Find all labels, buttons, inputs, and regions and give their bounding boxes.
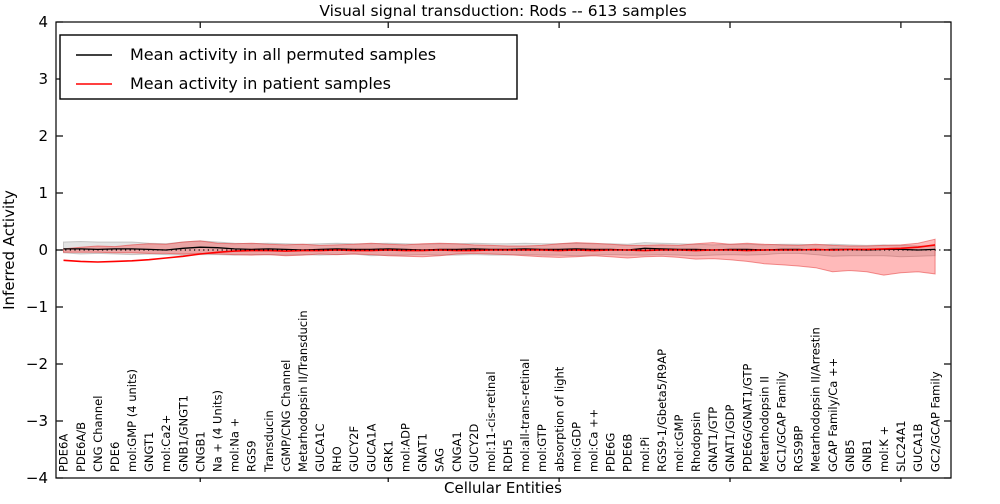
x-axis-label: Cellular Entities <box>444 479 562 497</box>
x-tick-label: PDE6 <box>108 442 122 472</box>
x-tick-label: mol:cGMP <box>672 415 686 472</box>
x-tick-label: Metarhodopsin II/Transducin <box>296 310 310 472</box>
x-tick-label: RHO <box>330 446 344 472</box>
x-tick-label: mol:K + <box>877 426 891 472</box>
x-tick-label: absorption of light <box>552 366 566 472</box>
x-tick-label: GNAT1/GTP <box>706 407 720 472</box>
y-tick-label: −4 <box>26 469 48 487</box>
y-tick-label: −3 <box>26 412 48 430</box>
y-tick-label: −1 <box>26 298 48 316</box>
x-tick-label: RGS9 <box>245 440 259 472</box>
legend-box <box>59 34 518 100</box>
x-tick-label: PDE6B <box>621 434 635 472</box>
x-tick-label: Na + (4 Units) <box>211 390 225 472</box>
x-tick-label: RGS9-1/Gbeta5/R9AP <box>655 349 669 472</box>
x-tick-label: RGS9BP <box>792 426 806 472</box>
x-tick-label: GUCA1C <box>313 423 327 472</box>
x-tick-label: Metarhodopsin II/Arrestin <box>809 327 823 472</box>
y-axis-label: Inferred Activity <box>0 190 18 310</box>
x-tick-label: PDE6G/GNAT1/GTP <box>740 364 754 472</box>
legend-label-patient: Mean activity in patient samples <box>130 74 391 93</box>
x-tick-label: mol:GMP (4 units) <box>125 369 139 472</box>
y-tick-label: 0 <box>38 241 48 259</box>
x-tick-label: GNGT1 <box>142 432 156 472</box>
x-tick-label: GNB1/GNGT1 <box>176 395 190 472</box>
x-tick-label: mol:GTP <box>535 424 549 472</box>
x-tick-label: mol:11-cis-retinal <box>484 371 498 472</box>
x-tick-label: PDE6A <box>57 434 71 472</box>
x-tick-label: mol:GDP <box>569 422 583 472</box>
x-tick-label: Rhodopsin <box>689 412 703 472</box>
x-tick-label: GUCY2F <box>347 426 361 472</box>
x-tick-label: PDE6A/B <box>74 422 88 472</box>
x-tick-label: GNAT1 <box>416 433 430 472</box>
x-tick-label: GC2/GCAP Family <box>928 371 942 472</box>
x-tick-label: CNG Channel <box>91 396 105 472</box>
x-tick-label: GC1/GCAP Family <box>775 371 789 472</box>
x-tick-label: mol:Na + <box>228 418 242 472</box>
series-lines <box>56 244 951 263</box>
confidence-bands <box>63 238 936 276</box>
x-tick-label: mol:Pi <box>638 437 652 472</box>
chart-title: Visual signal transduction: Rods -- 613 … <box>319 2 686 20</box>
y-tick-label: −2 <box>26 355 48 373</box>
x-tick-label: SLC24A1 <box>894 420 908 472</box>
patient-mean-line <box>63 244 936 263</box>
x-category-labels: PDE6A PDE6A/B CNG Channel PDE6 mol:GMP (4 un… <box>57 310 943 473</box>
y-tick-label: 2 <box>38 127 48 145</box>
patient-band <box>63 238 936 276</box>
x-tick-label: mol:Ca ++ <box>587 409 601 472</box>
plot-border <box>55 21 952 479</box>
legend-label-permuted: Mean activity in all permuted samples <box>130 45 436 64</box>
x-tick-label: GRK1 <box>381 440 395 472</box>
y-tick-labels: 4 3 2 1 0 −1 −2 −3 −4 <box>26 13 48 487</box>
x-tick-label: GNAT1/GDP <box>723 405 737 472</box>
legend: Mean activity in all permuted samples Me… <box>59 34 518 100</box>
x-tick-label: CNGB1 <box>193 431 207 472</box>
x-tick-label: SAG <box>433 448 447 472</box>
x-tick-label: RDH5 <box>501 439 515 472</box>
x-tick-label: GUCA1B <box>911 423 925 472</box>
x-tick-label: CNGA1 <box>450 431 464 472</box>
x-tick-label: PDE6G <box>604 433 618 472</box>
x-tick-label: cGMP/CNG Channel <box>279 360 293 472</box>
x-tick-label: Transducin <box>262 410 276 473</box>
x-tick-label: GUCA1A <box>364 423 378 472</box>
x-tick-label: GCAP Family/Ca ++ <box>826 358 840 472</box>
y-tick-label: 4 <box>38 13 48 31</box>
y-tick-label: 1 <box>38 184 48 202</box>
x-tick-label: GUCY2D <box>467 424 481 472</box>
x-tick-label: GNB1 <box>860 439 874 472</box>
x-tick-label: mol:all-trans-retinal <box>518 359 532 472</box>
x-tick-label: mol:Ca2+ <box>159 415 173 472</box>
x-tick-label: Metarhodopsin II <box>757 376 771 472</box>
x-tick-label: mol:ADP <box>399 423 413 472</box>
x-tick-label: GNB5 <box>843 439 857 472</box>
y-tick-label: 3 <box>38 70 48 88</box>
